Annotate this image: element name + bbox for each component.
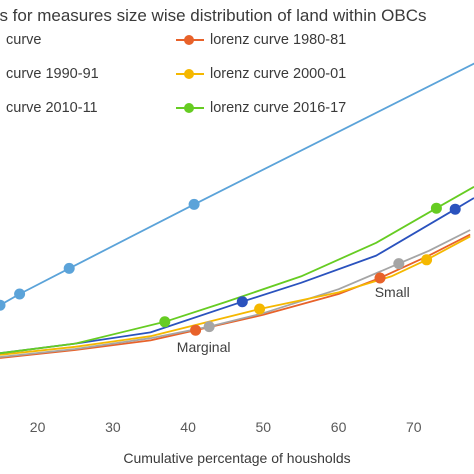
series-line-1 bbox=[0, 233, 471, 359]
legend-swatch-icon bbox=[176, 103, 204, 114]
legend-label: lorenz curve 2016-17 bbox=[210, 100, 347, 117]
chart-title: es for measures size wise distribution o… bbox=[0, 6, 427, 25]
data-point-0-1 bbox=[14, 288, 26, 300]
data-point-0-0 bbox=[0, 299, 6, 311]
legend-label: lorenz curve 1980-81 bbox=[210, 32, 347, 49]
legend-item-1990-91: curve 1990-91 bbox=[0, 66, 99, 82]
legend-label: lorenz curve 2000-01 bbox=[210, 66, 347, 83]
data-point-3-0 bbox=[254, 303, 266, 315]
data-point-5-0 bbox=[159, 316, 171, 328]
annotation-layer: Small Marginal bbox=[177, 284, 410, 355]
series-line-2 bbox=[0, 229, 471, 358]
data-point-4-1 bbox=[449, 203, 461, 215]
data-point-4-0 bbox=[236, 296, 248, 308]
series-line-3 bbox=[0, 235, 471, 356]
series-line-5 bbox=[0, 186, 474, 355]
data-point-1-1 bbox=[374, 272, 386, 284]
legend-swatch-icon bbox=[176, 35, 204, 46]
x-tick-layer: 20 30 40 50 60 70 bbox=[30, 419, 422, 435]
x-tick-label: 40 bbox=[180, 419, 196, 435]
x-tick-label: 30 bbox=[105, 419, 121, 435]
annotation-label: Small bbox=[375, 284, 410, 300]
legend-label: curve 1990-91 bbox=[6, 66, 99, 83]
x-tick-label: 70 bbox=[406, 419, 422, 435]
series-layer bbox=[0, 62, 474, 359]
data-point-3-1 bbox=[421, 254, 433, 266]
data-point-0-3 bbox=[188, 198, 200, 210]
legend-item-2016-17: lorenz curve 2016-17 bbox=[176, 100, 346, 116]
legend-item-2010-11: curve 2010-11 bbox=[0, 100, 98, 116]
series-line-4 bbox=[0, 197, 474, 355]
legend-label: curve 2010-11 bbox=[6, 100, 98, 117]
legend-item-curve: curve bbox=[0, 32, 41, 48]
data-point-1-0 bbox=[190, 324, 202, 336]
legend-label: curve bbox=[6, 32, 42, 49]
x-tick-label: 50 bbox=[256, 419, 272, 435]
x-tick-label: 20 bbox=[30, 419, 46, 435]
x-axis-label: Cumulative percentage of housholds bbox=[123, 450, 351, 466]
data-point-5-1 bbox=[430, 202, 442, 214]
legend-swatch-icon bbox=[176, 69, 204, 80]
legend-item-2000-01: lorenz curve 2000-01 bbox=[176, 66, 346, 82]
data-point-0-2 bbox=[63, 262, 75, 274]
x-tick-label: 60 bbox=[331, 419, 347, 435]
data-point-2-0 bbox=[203, 321, 215, 333]
data-point-2-1 bbox=[393, 258, 405, 270]
annotation-label: Marginal bbox=[177, 339, 231, 355]
legend-item-1980-81: lorenz curve 1980-81 bbox=[176, 32, 346, 48]
legend: curve lorenz curve 1980-81 curve 1990-91… bbox=[0, 0, 474, 130]
